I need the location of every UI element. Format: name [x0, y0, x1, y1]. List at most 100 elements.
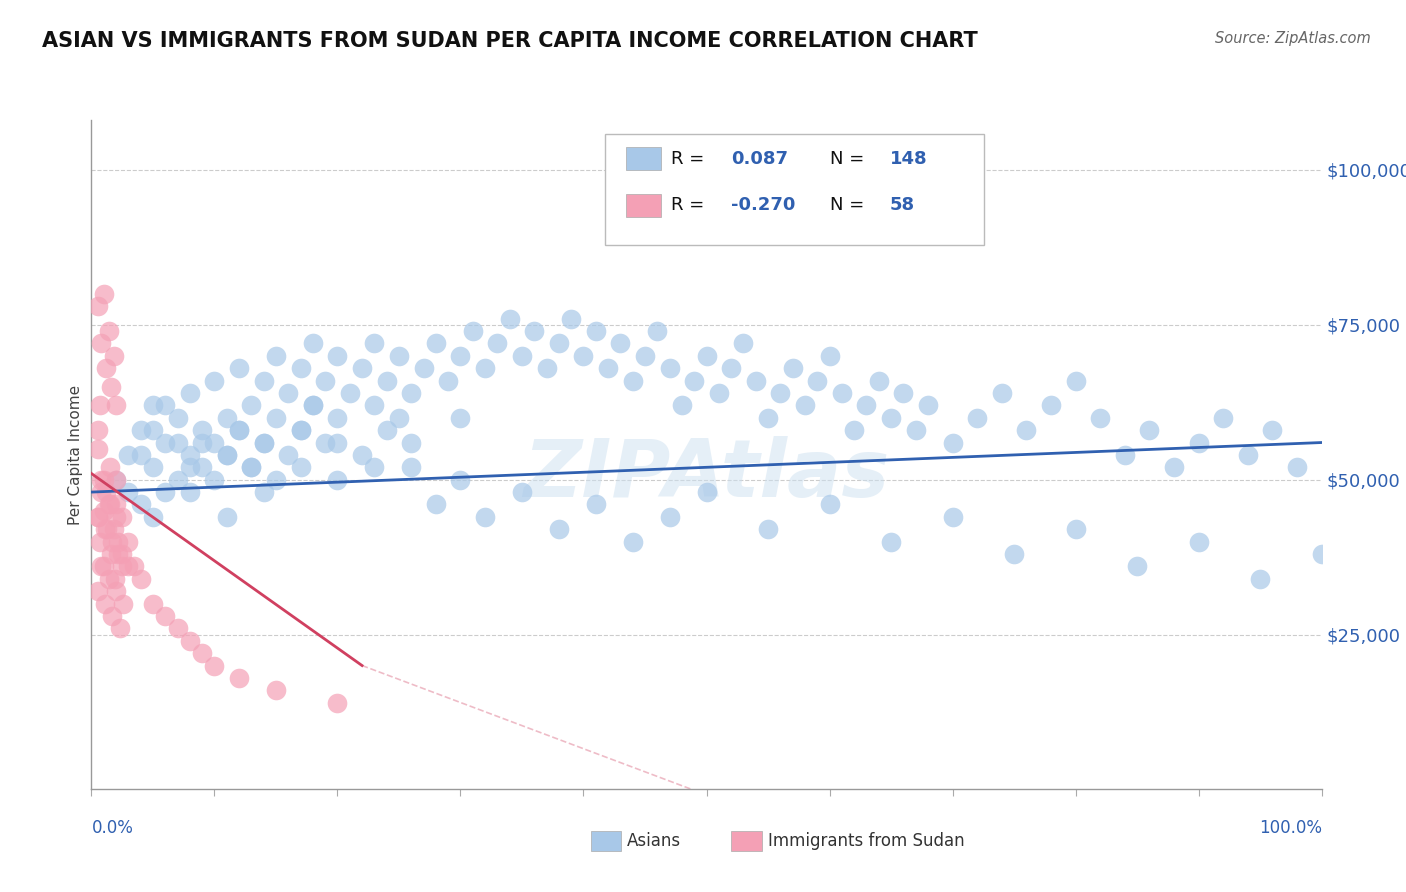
Text: Asians: Asians	[627, 832, 681, 850]
Point	[264, 410, 287, 425]
Point	[111, 547, 134, 561]
Text: Source: ZipAtlas.com: Source: ZipAtlas.com	[1215, 31, 1371, 46]
Text: 100.0%: 100.0%	[1258, 819, 1322, 837]
Point	[111, 509, 134, 524]
Text: -0.270: -0.270	[731, 196, 796, 214]
Point	[745, 374, 768, 388]
Point	[1212, 410, 1234, 425]
Point	[129, 423, 152, 437]
Text: ASIAN VS IMMIGRANTS FROM SUDAN PER CAPITA INCOME CORRELATION CHART: ASIAN VS IMMIGRANTS FROM SUDAN PER CAPIT…	[42, 31, 979, 51]
Point	[153, 435, 177, 450]
Point	[658, 361, 681, 376]
Point	[1064, 522, 1087, 536]
Point	[90, 336, 112, 351]
Point	[352, 448, 374, 462]
Point	[880, 410, 903, 425]
Point	[105, 498, 127, 512]
Point	[153, 398, 177, 412]
Point	[585, 324, 607, 338]
Point	[112, 597, 135, 611]
Point	[1285, 460, 1308, 475]
Point	[86, 423, 108, 437]
Point	[301, 336, 323, 351]
Point	[86, 442, 108, 456]
Text: N =: N =	[830, 150, 863, 168]
Point	[314, 374, 336, 388]
Point	[105, 509, 127, 524]
Point	[352, 361, 374, 376]
Point	[166, 435, 188, 450]
Point	[941, 435, 963, 450]
Point	[547, 336, 569, 351]
Point	[96, 522, 118, 536]
Point	[831, 386, 853, 401]
Point	[104, 572, 127, 586]
Point	[202, 658, 225, 673]
Point	[1187, 534, 1209, 549]
Point	[228, 671, 250, 685]
Point	[191, 646, 214, 660]
Point	[1310, 547, 1333, 561]
Point	[536, 361, 558, 376]
Point	[98, 460, 121, 475]
Point	[375, 423, 398, 437]
Point	[202, 473, 225, 487]
Point	[117, 559, 139, 574]
Point	[253, 485, 276, 500]
Point	[86, 509, 108, 524]
Point	[202, 435, 225, 450]
Point	[1126, 559, 1149, 574]
Point	[142, 423, 165, 437]
Point	[1088, 410, 1111, 425]
Point	[326, 349, 349, 363]
Point	[240, 460, 263, 475]
Point	[301, 398, 323, 412]
Point	[523, 324, 546, 338]
Point	[498, 311, 520, 326]
Point	[129, 572, 152, 586]
Point	[868, 374, 890, 388]
Point	[90, 559, 112, 574]
Point	[103, 522, 125, 536]
Point	[609, 336, 631, 351]
Point	[510, 349, 533, 363]
Point	[388, 349, 411, 363]
Point	[880, 534, 903, 549]
Point	[105, 584, 127, 599]
Point	[142, 398, 165, 412]
Point	[253, 374, 276, 388]
Point	[103, 349, 125, 363]
Point	[560, 311, 582, 326]
Point	[290, 361, 312, 376]
Point	[96, 361, 117, 376]
Point	[917, 398, 939, 412]
Point	[855, 398, 877, 412]
Point	[129, 448, 152, 462]
Point	[1064, 374, 1087, 388]
Point	[277, 386, 299, 401]
Point	[769, 386, 792, 401]
Point	[290, 460, 312, 475]
Point	[1114, 448, 1136, 462]
Point	[100, 380, 122, 394]
Point	[793, 398, 815, 412]
Point	[449, 410, 471, 425]
Text: R =: R =	[671, 150, 704, 168]
Point	[179, 448, 201, 462]
Point	[89, 534, 111, 549]
Point	[941, 509, 963, 524]
Point	[290, 423, 312, 437]
Y-axis label: Per Capita Income: Per Capita Income	[67, 384, 83, 525]
Point	[93, 503, 115, 517]
Point	[228, 361, 250, 376]
Point	[129, 498, 152, 512]
Point	[264, 349, 287, 363]
Point	[94, 522, 117, 536]
Point	[86, 584, 108, 599]
Text: 58: 58	[890, 196, 915, 214]
Point	[228, 423, 250, 437]
Point	[166, 621, 188, 635]
Point	[90, 473, 112, 487]
Point	[1163, 460, 1185, 475]
Point	[111, 559, 134, 574]
